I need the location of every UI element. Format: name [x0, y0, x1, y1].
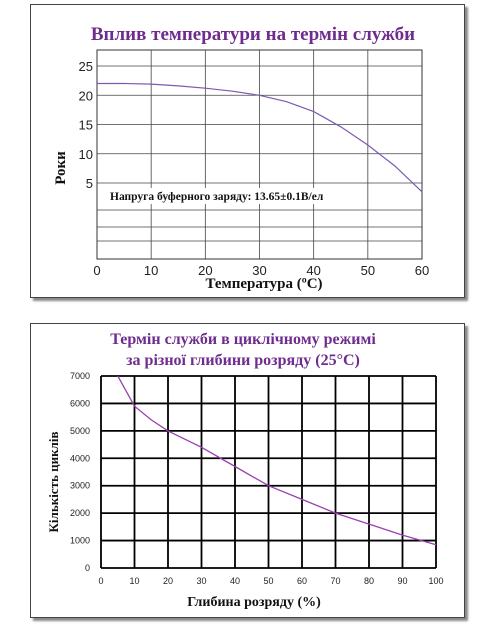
chart2-title-line2: за різної глибини розряду (25°C): [126, 352, 360, 369]
chart1-x-tick-label: 60: [415, 263, 429, 278]
chart2-x-tick-label: 100: [428, 576, 443, 586]
chart2-x-tick-label: 10: [129, 576, 139, 586]
chart1-y-tick-label: 5: [86, 176, 93, 191]
chart2-y-tick-label: 2000: [70, 508, 90, 518]
chart2-x-tick-label: 60: [297, 576, 307, 586]
chart1-x-tick-label: 20: [198, 263, 212, 278]
chart2-x-tick-label: 80: [364, 576, 374, 586]
chart1-x-tick-label: 10: [144, 263, 158, 278]
chart2-series-line: [117, 375, 437, 546]
chart2-y-tick-label: 3000: [70, 481, 90, 491]
chart2-x-tick-label: 70: [330, 576, 340, 586]
chart1-x-tick-label: 40: [306, 263, 320, 278]
chart1-ylabel: Роки: [53, 151, 69, 185]
chart1-x-tick-label: 50: [361, 263, 375, 278]
chart2-x-tick-label: 50: [263, 576, 273, 586]
chart1-y-tick-label: 15: [79, 118, 93, 133]
chart2-ylabel: Кількість циклів: [46, 432, 61, 533]
chart2-title-line1: Термін служби в циклічному режимі: [110, 331, 376, 348]
chart1-y-tick-label: 20: [79, 88, 93, 103]
cycle-life-chart: Термін служби в циклічному режимі за різ…: [46, 331, 444, 610]
chart1-y-tick-label: 10: [79, 147, 93, 162]
chart1-series-line: [97, 82, 423, 193]
chart2-xlabel: Глибина розряду (%): [187, 595, 321, 610]
chart2-y-tick-label: 5000: [70, 426, 90, 436]
chart2-y-tick-label: 7000: [70, 371, 90, 381]
chart1-annotation: Напруга буферного заряду: 13.65±0.1В/ел: [110, 191, 324, 203]
chart1-grid: [96, 49, 423, 260]
chart1-title: Вплив температури на термін служби: [91, 24, 415, 45]
chart2-x-tick-label: 20: [163, 576, 173, 586]
chart2-y-tick-label: 0: [85, 563, 90, 573]
chart2-y-tick-label: 1000: [70, 536, 90, 546]
cycle-life-chart-panel: Термін служби в циклічному режимі за різ…: [30, 323, 465, 618]
chart2-y-tick-label: 6000: [70, 398, 90, 408]
chart2-x-tick-label: 40: [230, 576, 240, 586]
chart1-x-tick-label: 0: [93, 263, 100, 278]
chart1-xlabel: Температура (ºC): [205, 276, 322, 292]
chart1-y-tick-label: 25: [79, 59, 93, 74]
chart1-x-tick-label: 30: [252, 263, 266, 278]
chart2-x-tick-label: 30: [196, 576, 206, 586]
chart2-y-tick-label: 4000: [70, 453, 90, 463]
temperature-chart-panel: Вплив температури на термін служби 25 20 1…: [30, 4, 465, 298]
temperature-chart: Вплив температури на термін служби 25 20 1…: [53, 24, 429, 292]
chart2-x-tick-label: 0: [98, 576, 103, 586]
chart2-grid: [100, 375, 437, 569]
chart2-x-tick-label: 90: [397, 576, 407, 586]
